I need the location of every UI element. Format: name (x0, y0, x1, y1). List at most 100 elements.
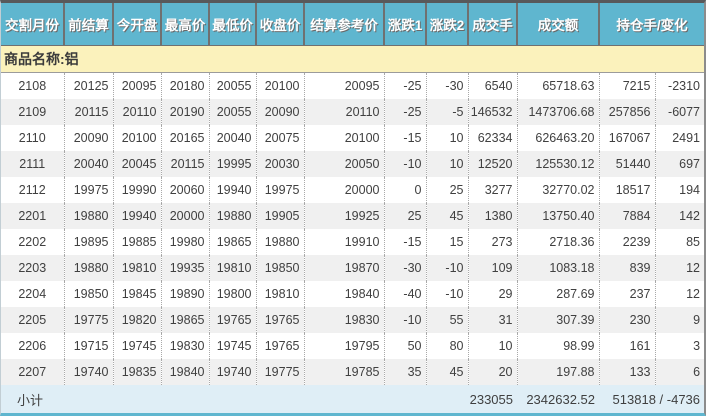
cell-high: 20180 (161, 72, 210, 99)
cell-oi_change: 142 (679, 209, 701, 223)
cell-prev_settle: 19850 (64, 281, 114, 307)
cell-settle_ref: 20095 (304, 72, 385, 99)
cell-turnover: 1083.18 (517, 255, 600, 281)
cell-open: 20110 (113, 99, 162, 125)
cell-open_interest: 133 (599, 359, 656, 385)
cell-month: 2205 (1, 307, 65, 333)
cell-volume: 1380 (468, 203, 518, 229)
cell-prev_settle: 20125 (64, 72, 114, 99)
cell-high: 20190 (161, 99, 210, 125)
cell-open_interest: 51440 (599, 151, 656, 177)
cell-open_interest: 839 (599, 255, 656, 281)
column-header-month[interactable]: 交割月份 (1, 3, 64, 46)
table-row[interactable]: 2108 20125 20095 20180 20055 20100 20095 -25 -30… (1, 72, 704, 99)
column-header-volume[interactable]: 成交手 (467, 3, 517, 46)
cell-month: 2108 (1, 72, 65, 99)
column-header-prev-settle[interactable]: 前结算 (63, 3, 113, 46)
cell-turnover: 307.39 (517, 307, 600, 333)
cell-volume: 10 (468, 333, 518, 359)
cell-low: 19740 (209, 359, 257, 385)
table-row[interactable]: 2204 19850 19845 19890 19800 19810 19840 -40 -10… (1, 281, 704, 307)
cell-open_interest: 2239 (599, 229, 656, 255)
cell-month: 2110 (1, 125, 65, 151)
cell-settle_ref: 19925 (304, 203, 385, 229)
quote-header: 交割月份 前结算 今开盘 最高价 最低价 收盘价 结算参考价 涨跌1 涨跌2 成… (1, 3, 704, 46)
subtotal-label: 小计 (1, 385, 64, 413)
cell-open_interest: 167067 (599, 125, 656, 151)
table-row[interactable]: 2203 19880 19810 19935 19810 19850 19870 -30 -10… (1, 255, 704, 281)
column-header-close[interactable]: 收盘价 (255, 3, 304, 46)
cell-turnover: 13750.40 (517, 203, 600, 229)
column-header-open-interest-change[interactable]: 持仓手/变化 (597, 3, 704, 46)
column-header-open[interactable]: 今开盘 (112, 3, 161, 46)
cell-settle_ref: 19785 (304, 359, 385, 385)
column-header-change2[interactable]: 涨跌2 (425, 3, 468, 46)
cell-open: 19820 (113, 307, 162, 333)
cell-change1: 0 (384, 177, 427, 203)
cell-settle_ref: 20050 (304, 151, 385, 177)
cell-high: 19935 (161, 255, 210, 281)
cell-turnover: 2718.36 (517, 229, 600, 255)
cell-open: 20045 (113, 151, 162, 177)
table-row[interactable]: 2202 19895 19885 19980 19865 19880 19910 -15 15 2… (1, 229, 704, 255)
cell-oi_change: 9 (693, 313, 701, 327)
header-row: 交割月份 前结算 今开盘 最高价 最低价 收盘价 结算参考价 涨跌1 涨跌2 成… (1, 3, 704, 46)
cell-volume: 12520 (468, 151, 518, 177)
cell-prev_settle: 19715 (64, 333, 114, 359)
cell-month: 2201 (1, 203, 65, 229)
table-row[interactable]: 2112 19975 19990 20060 19940 19975 20000 0 25 327… (1, 177, 704, 203)
table-row[interactable]: 2201 19880 19940 20000 19880 19905 19925 25 45 13… (1, 203, 704, 229)
cell-open: 20095 (113, 72, 162, 99)
column-header-low[interactable]: 最低价 (208, 3, 256, 46)
cell-close: 19850 (256, 255, 305, 281)
column-header-change1[interactable]: 涨跌1 (383, 3, 426, 46)
cell-change2: 55 (426, 307, 469, 333)
cell-change1: -15 (384, 125, 427, 151)
cell-change1: -25 (384, 99, 427, 125)
cell-low: 19865 (209, 229, 257, 255)
table-row[interactable]: 2111 20040 20045 20115 19995 20030 20050 -10 10 1… (1, 151, 704, 177)
table-row[interactable]: 2207 19740 19835 19840 19740 19775 19785 35 45 20… (1, 359, 704, 385)
cell-change2: 10 (426, 151, 469, 177)
cell-open: 19835 (113, 359, 162, 385)
cell-prev_settle: 19880 (64, 255, 114, 281)
cell-open: 19745 (113, 333, 162, 359)
cell-change2: -30 (426, 72, 469, 99)
cell-low: 20055 (209, 99, 257, 125)
cell-settle_ref: 20000 (304, 177, 385, 203)
cell-volume: 29 (468, 281, 518, 307)
cell-month: 2202 (1, 229, 65, 255)
cell-volume: 31 (468, 307, 518, 333)
cell-month: 2109 (1, 99, 65, 125)
cell-open_interest: 257856 (599, 99, 656, 125)
column-header-turnover[interactable]: 成交额 (516, 3, 599, 46)
table-row[interactable]: 2109 20115 20110 20190 20055 20090 20110 -25 -5 1… (1, 99, 704, 125)
column-header-high[interactable]: 最高价 (160, 3, 209, 46)
commodity-name-label: 商品名称:铝 (1, 45, 704, 73)
column-header-settle-ref[interactable]: 结算参考价 (303, 3, 384, 46)
table-row[interactable]: 2206 19715 19745 19830 19745 19765 19795 50 80 10… (1, 333, 704, 359)
cell-prev_settle: 19740 (64, 359, 114, 385)
cell-close: 19905 (256, 203, 305, 229)
cell-oi_change: 6 (693, 365, 701, 379)
cell-turnover: 98.99 (517, 333, 600, 359)
cell-close: 20075 (256, 125, 305, 151)
cell-open_interest: 18517 (599, 177, 656, 203)
cell-close: 19765 (256, 307, 305, 333)
cell-low: 20055 (209, 72, 257, 99)
cell-open: 19940 (113, 203, 162, 229)
cell-change1: -15 (384, 229, 427, 255)
cell-low: 19995 (209, 151, 257, 177)
cell-settle_ref: 19830 (304, 307, 385, 333)
cell-high: 19980 (161, 229, 210, 255)
cell-change1: -10 (384, 151, 427, 177)
cell-close: 19975 (256, 177, 305, 203)
cell-prev_settle: 19880 (64, 203, 114, 229)
cell-close: 19775 (256, 359, 305, 385)
table-row[interactable]: 2205 19775 19820 19865 19765 19765 19830 -10 55 3… (1, 307, 704, 333)
table-row[interactable]: 2110 20090 20100 20165 20040 20075 20100 -15 10 6… (1, 125, 704, 151)
cell-low: 19810 (209, 255, 257, 281)
cell-turnover: 125530.12 (517, 151, 600, 177)
cell-high: 19840 (161, 359, 210, 385)
cell-month: 2204 (1, 281, 65, 307)
